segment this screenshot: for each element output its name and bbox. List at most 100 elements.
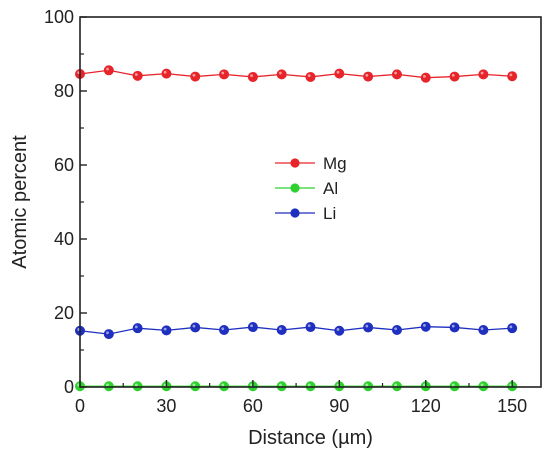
data-point-highlight [278,327,282,331]
data-point-highlight [221,327,225,331]
data-point [190,322,201,333]
data-point [103,329,114,340]
data-point [391,69,402,80]
data-point-highlight [451,324,455,328]
legend-label: Al [323,179,338,198]
y-tick-label: 40 [54,229,74,249]
data-point [334,325,345,336]
data-point [449,322,460,333]
data-point [132,70,143,81]
y-tick-label: 80 [54,81,74,101]
data-point-highlight [451,73,455,77]
data-point-highlight [250,74,253,78]
data-point [334,68,345,79]
data-point [420,321,431,332]
legend-label: Mg [323,154,347,173]
series-line [79,326,513,335]
x-tick-label: 90 [329,396,349,416]
data-point [132,323,143,334]
legend-marker [290,158,300,168]
data-point [219,325,230,336]
series-line [79,69,513,79]
data-point-highlight [134,383,138,387]
series-li [75,321,518,340]
data-point-highlight [365,73,369,77]
x-tick-label: 60 [243,396,263,416]
data-point [161,68,172,79]
legend-marker [290,183,300,193]
data-point-highlight [221,71,225,75]
data-point [420,72,431,83]
data-point [507,323,518,334]
data-point-highlight [163,70,167,74]
data-point-highlight [278,71,282,75]
data-point-highlight [394,327,398,331]
y-tick-label: 0 [64,377,74,397]
y-tick-label: 60 [54,155,74,175]
data-point-highlight [278,383,282,387]
data-point-highlight [480,327,484,331]
data-point-highlight [480,71,484,75]
data-point [507,71,518,82]
data-point-highlight [106,331,109,335]
data-point [247,322,258,333]
x-tick-label: 150 [497,396,527,416]
data-point-highlight [336,70,340,74]
data-point-highlight [394,71,398,75]
data-point-highlight [423,74,426,78]
data-point [219,69,230,80]
data-point-highlight [365,324,369,328]
data-point [247,71,258,82]
data-point-highlight [192,383,196,387]
data-point-highlight [134,325,138,329]
data-point [363,71,374,82]
data-point-highlight [221,383,225,387]
y-tick-label: 100 [44,7,74,27]
legend-label: Li [323,204,336,223]
data-point [276,325,287,336]
x-tick-label: 30 [156,396,176,416]
data-point-highlight [250,324,253,328]
data-point-highlight [307,383,311,387]
data-point [103,65,114,76]
data-point-highlight [192,73,196,77]
data-point-highlight [106,67,109,71]
data-point-highlight [365,383,369,387]
ticks-layer: 0 30 60 90 120 150 0 20 40 60 80 100 [44,7,527,416]
data-point-highlight [480,383,484,387]
data-point [391,325,402,336]
data-point [276,69,287,80]
data-point-highlight [307,74,311,78]
data-point-highlight [509,73,513,77]
data-point-highlight [423,323,426,327]
data-point [478,325,489,336]
x-tick-label: 0 [75,396,85,416]
data-point-highlight [307,324,311,328]
legend-item-mg: Mg [275,154,347,173]
data-point [161,325,172,336]
y-tick-label: 20 [54,303,74,323]
legend-item-li: Li [275,204,336,223]
legend-item-al: Al [275,179,338,198]
data-point-highlight [192,324,196,328]
series-mg [75,65,518,83]
y-axis-title: Atomic percent [9,135,31,269]
data-point-highlight [134,73,138,76]
data-point [363,322,374,333]
legend-marker [290,208,300,218]
data-point-highlight [451,383,455,387]
data-point-highlight [106,383,109,387]
legend: Mg Al Li [275,154,347,223]
data-point [449,71,460,82]
data-point [305,322,316,333]
data-point [190,71,201,82]
x-axis-title: Distance (µm) [248,427,373,449]
x-tick-label: 120 [411,396,441,416]
data-point [478,69,489,80]
data-point-highlight [394,383,398,387]
data-point [305,71,316,82]
data-point-highlight [509,325,513,329]
data-point-highlight [336,328,340,331]
data-point-highlight [163,327,167,331]
